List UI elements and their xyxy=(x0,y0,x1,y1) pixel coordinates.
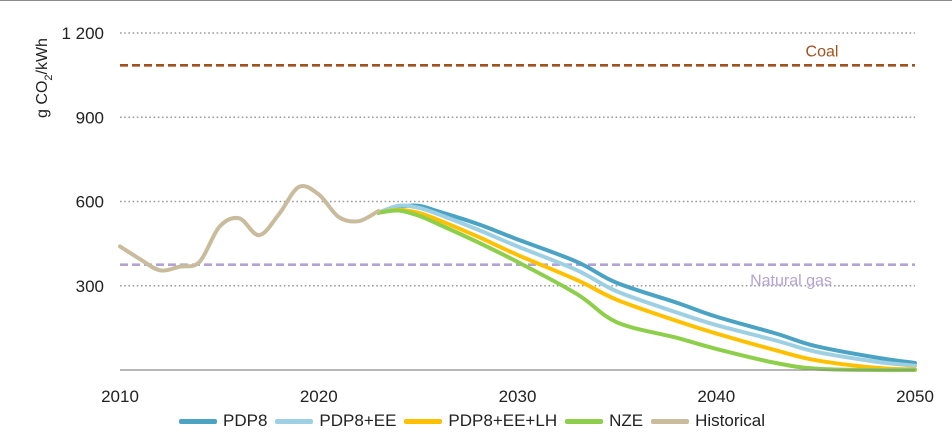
legend-swatch xyxy=(565,418,604,424)
legend-item: PDP8+EE+LH xyxy=(404,411,557,431)
legend-label: Historical xyxy=(695,411,766,430)
y-tick-label: 1 200 xyxy=(61,24,104,43)
y-tick-label: 600 xyxy=(76,193,104,212)
series-line-nze xyxy=(376,208,917,373)
y-tick-label: 300 xyxy=(76,277,104,296)
legend: PDP8 PDP8+EE PDP8+EE+LH NZE Historical xyxy=(0,408,952,434)
series-line-pdp8-ee xyxy=(376,203,917,368)
legend-item: PDP8+EE xyxy=(275,411,396,431)
reference-line-label: Coal xyxy=(806,43,839,60)
x-tick-label: 2030 xyxy=(499,387,537,406)
y-tick-labels: 300 600 900 1 200 xyxy=(61,24,104,296)
x-tick-label: 2040 xyxy=(697,387,735,406)
y-axis-label-part: g CO xyxy=(34,81,51,118)
reference-lines: Coal Natural gas xyxy=(120,43,915,290)
legend-swatch xyxy=(651,418,690,424)
legend-label: PDP8+EE+LH xyxy=(448,411,558,430)
x-tick-label: 2020 xyxy=(300,387,338,406)
y-tick-label: 900 xyxy=(76,108,104,127)
x-tick-label: 2050 xyxy=(896,387,934,406)
legend-label: PDP8 xyxy=(222,411,268,430)
legend-label: NZE xyxy=(609,411,644,430)
legend-item: PDP8 xyxy=(178,411,268,431)
legend-item: Historical xyxy=(651,411,765,431)
legend-swatch xyxy=(178,418,217,424)
legend-item: NZE xyxy=(565,411,643,431)
series-line-pdp8-ee-lh xyxy=(376,207,917,372)
legend-label: PDP8+EE xyxy=(319,411,397,430)
reference-line-label: Natural gas xyxy=(750,273,832,290)
legend-swatch xyxy=(404,418,443,424)
series-line-pdp8 xyxy=(376,203,917,365)
y-axis-label: g CO2/kWh xyxy=(34,38,55,118)
legend-swatch xyxy=(275,418,314,424)
y-axis-label-subscript: 2 xyxy=(43,74,55,80)
x-tick-label: 2010 xyxy=(101,387,139,406)
x-tick-labels: 2010 2020 2030 2040 2050 xyxy=(101,387,934,406)
series-lines xyxy=(118,183,917,373)
series-line-historical xyxy=(118,183,381,273)
top-border xyxy=(0,0,952,1)
y-axis-label-part: /kWh xyxy=(34,38,51,74)
